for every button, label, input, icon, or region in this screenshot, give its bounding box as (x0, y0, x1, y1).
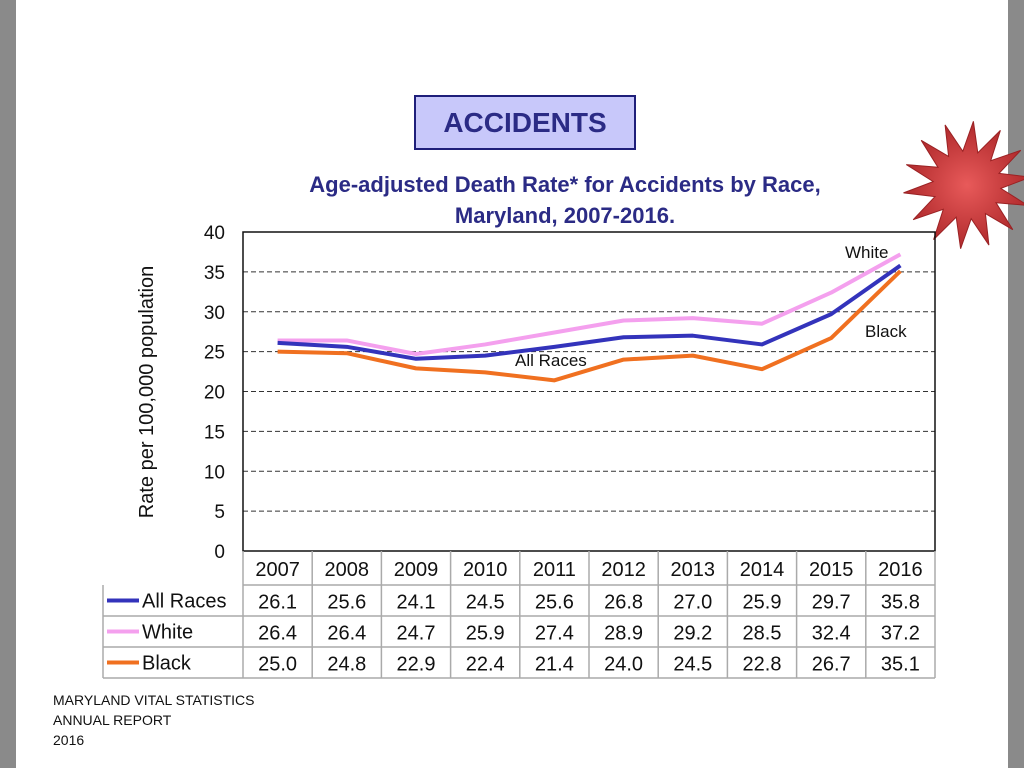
legend-label: All Races (142, 591, 226, 613)
data-label: 27.4 (535, 623, 574, 645)
data-label: 22.4 (466, 654, 505, 676)
chart-title: Age-adjusted Death Rate* for Accidents b… (309, 172, 821, 197)
y-tick-label: 15 (204, 422, 225, 443)
y-tick-label: 30 (204, 303, 225, 324)
data-label: 28.9 (604, 623, 643, 645)
annotation-all-races: All Races (515, 351, 587, 370)
chart-subtitle: Maryland, 2007-2016. (454, 203, 676, 228)
data-label: 25.9 (466, 623, 505, 645)
y-tick-label: 35 (204, 263, 225, 284)
data-label: 24.8 (327, 654, 366, 676)
section-badge: ACCIDENTS (414, 95, 636, 150)
y-tick-label: 0 (214, 542, 225, 563)
data-label: 25.6 (535, 592, 574, 614)
x-tick-label: 2013 (671, 559, 716, 581)
x-tick-label: 2012 (601, 559, 646, 581)
starburst-icon (903, 121, 1024, 249)
data-label: 26.1 (258, 592, 297, 614)
data-label: 25.6 (327, 592, 366, 614)
x-tick-label: 2009 (394, 559, 439, 581)
data-label: 27.0 (673, 592, 712, 614)
series-line-all-races (277, 263, 902, 361)
x-tick-label: 2008 (325, 559, 370, 581)
annotation-white: White (845, 243, 888, 262)
x-tick-label: 2016 (878, 559, 923, 581)
x-tick-label: 2015 (809, 559, 854, 581)
series-line-white (277, 252, 902, 357)
footer: MARYLAND VITAL STATISTICS ANNUAL REPORT … (53, 690, 254, 750)
data-label: 22.9 (397, 654, 436, 676)
data-label: 32.4 (812, 623, 851, 645)
footer-line: ANNUAL REPORT (53, 712, 172, 728)
x-tick-label: 2010 (463, 559, 508, 581)
data-label: 24.7 (397, 623, 436, 645)
data-label: 24.1 (397, 592, 436, 614)
y-tick-label: 5 (214, 502, 225, 523)
data-label: 26.8 (604, 592, 643, 614)
data-label: 29.7 (812, 592, 851, 614)
x-tick-label: 2007 (255, 559, 300, 581)
data-label: 24.5 (673, 654, 712, 676)
data-label: 35.8 (881, 592, 920, 614)
data-label: 24.0 (604, 654, 643, 676)
y-tick-label: 20 (204, 383, 225, 404)
data-label: 26.4 (258, 623, 297, 645)
legend-label: Black (142, 653, 192, 675)
annotation-black: Black (865, 322, 907, 341)
data-label: 21.4 (535, 654, 574, 676)
data-label: 28.5 (743, 623, 782, 645)
data-label: 26.4 (327, 623, 366, 645)
data-label: 25.9 (743, 592, 782, 614)
footer-line: MARYLAND VITAL STATISTICS (53, 692, 255, 708)
y-axis-label: Rate per 100,000 population (136, 266, 158, 518)
y-tick-label: 25 (204, 343, 225, 364)
data-label: 22.8 (743, 654, 782, 676)
data-label: 37.2 (881, 623, 920, 645)
data-label: 24.5 (466, 592, 505, 614)
legend-label: White (142, 622, 193, 644)
data-label: 25.0 (258, 654, 297, 676)
data-label: 35.1 (881, 654, 920, 676)
series-line-black (277, 269, 902, 383)
y-tick-label: 40 (204, 223, 225, 244)
data-label: 26.7 (812, 654, 851, 676)
data-label: 29.2 (673, 623, 712, 645)
x-tick-label: 2014 (740, 559, 785, 581)
y-tick-label: 10 (204, 462, 225, 483)
x-tick-label: 2011 (533, 559, 576, 581)
footer-line: 2016 (53, 732, 85, 748)
